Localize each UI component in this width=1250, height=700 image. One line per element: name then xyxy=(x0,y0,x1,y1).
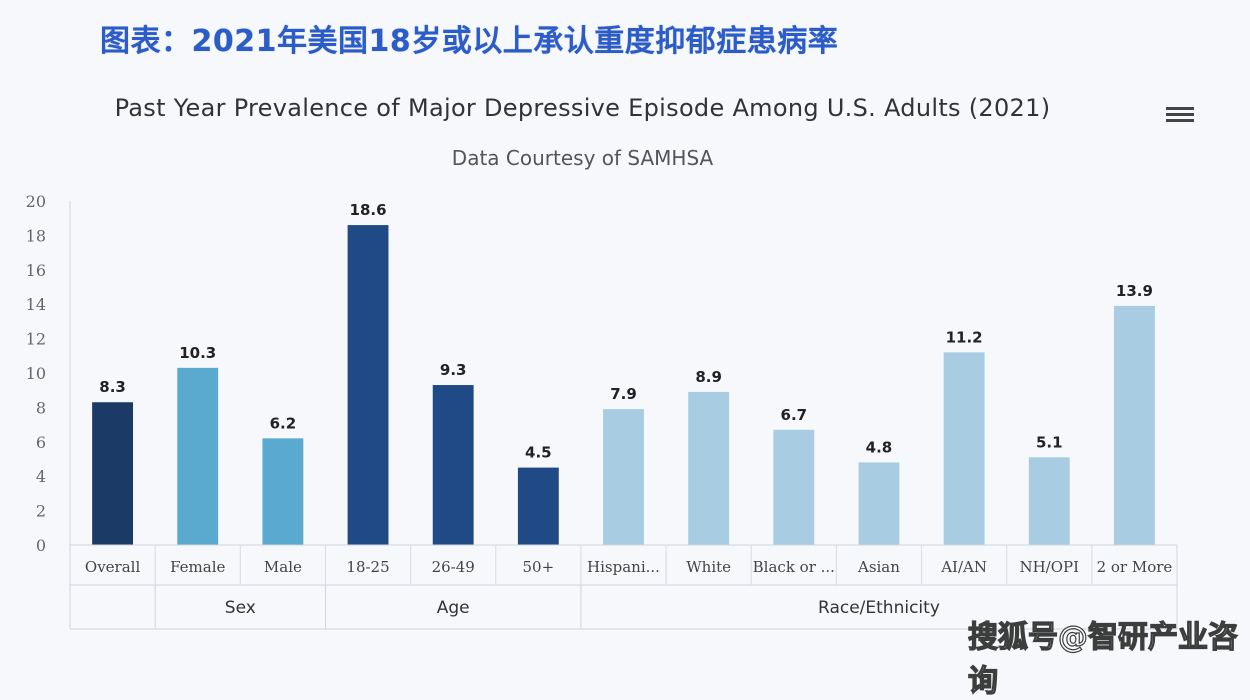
bar xyxy=(1028,457,1070,545)
group-label: Sex xyxy=(225,598,256,618)
y-tick-label: 0 xyxy=(36,536,46,555)
x-tick-label: Overall xyxy=(85,558,141,576)
y-tick-label: 8 xyxy=(36,398,46,417)
group-label: Age xyxy=(437,598,470,618)
data-label: 10.3 xyxy=(179,344,216,362)
y-tick-label: 6 xyxy=(36,433,46,452)
chart-subtitle: Data Courtesy of SAMHSA xyxy=(451,146,714,170)
data-label: 8.9 xyxy=(695,368,722,386)
x-tick-label: Asian xyxy=(857,558,900,576)
group-label: Race/Ethnicity xyxy=(818,598,940,618)
data-label: 18.6 xyxy=(350,201,387,219)
data-label: 9.3 xyxy=(440,361,467,379)
bar xyxy=(943,352,985,545)
y-tick-label: 14 xyxy=(26,295,46,314)
menu-line xyxy=(1166,119,1194,122)
bar-chart: 0 2 4 6 8 10 12 14 16 18 20 8.3 10.3 6.2 18.6 9.3 4.5 7.9… xyxy=(26,192,1178,630)
bar xyxy=(688,391,730,545)
menu-line xyxy=(1166,107,1194,110)
x-tick-label: Female xyxy=(170,558,225,576)
x-tick-label: NH/OPI xyxy=(1019,558,1079,576)
page-title: 图表：2021年美国18岁或以上承认重度抑郁症患病率 xyxy=(100,24,839,59)
y-tick-label: 12 xyxy=(26,330,46,349)
bar xyxy=(92,402,134,545)
y-tick-label: 4 xyxy=(36,467,46,486)
bar xyxy=(262,438,304,545)
y-tick-label: 2 xyxy=(36,502,46,521)
x-tick-label: AI/AN xyxy=(940,558,987,576)
hamburger-menu-icon[interactable] xyxy=(1166,104,1194,128)
x-tick-label: 2 or More xyxy=(1097,558,1173,576)
bar xyxy=(347,225,389,545)
data-label: 5.1 xyxy=(1036,433,1063,451)
data-label: 11.2 xyxy=(946,328,983,346)
y-tick-label: 20 xyxy=(26,192,46,211)
bar xyxy=(517,467,559,545)
bar xyxy=(773,429,815,545)
x-tick-label: Black or ... xyxy=(753,558,835,576)
data-label: 7.9 xyxy=(610,385,637,403)
menu-line xyxy=(1166,113,1194,116)
bar xyxy=(432,385,474,545)
x-tick-label: 50+ xyxy=(523,558,555,576)
data-label: 13.9 xyxy=(1116,282,1153,300)
x-tick-label: White xyxy=(686,558,731,576)
bar xyxy=(603,409,644,545)
data-label: 4.5 xyxy=(525,444,552,462)
data-label: 4.8 xyxy=(866,438,893,456)
y-tick-label: 16 xyxy=(26,261,46,280)
watermark: 搜狐号@智研产业咨询 xyxy=(967,619,1238,699)
y-tick-label: 10 xyxy=(26,364,46,383)
x-tick-label: Hispani... xyxy=(587,558,660,576)
bar xyxy=(1113,305,1155,545)
bar xyxy=(858,462,900,545)
data-label: 6.7 xyxy=(781,406,808,424)
data-label: 6.2 xyxy=(270,414,297,432)
chart-title: Past Year Prevalence of Major Depressive… xyxy=(114,94,1051,122)
bar xyxy=(177,367,219,545)
y-tick-label: 18 xyxy=(26,226,46,245)
x-tick-label: 18-25 xyxy=(346,558,389,576)
data-label: 8.3 xyxy=(99,378,126,396)
x-tick-label: 26-49 xyxy=(432,558,475,576)
x-tick-label: Male xyxy=(264,558,302,576)
